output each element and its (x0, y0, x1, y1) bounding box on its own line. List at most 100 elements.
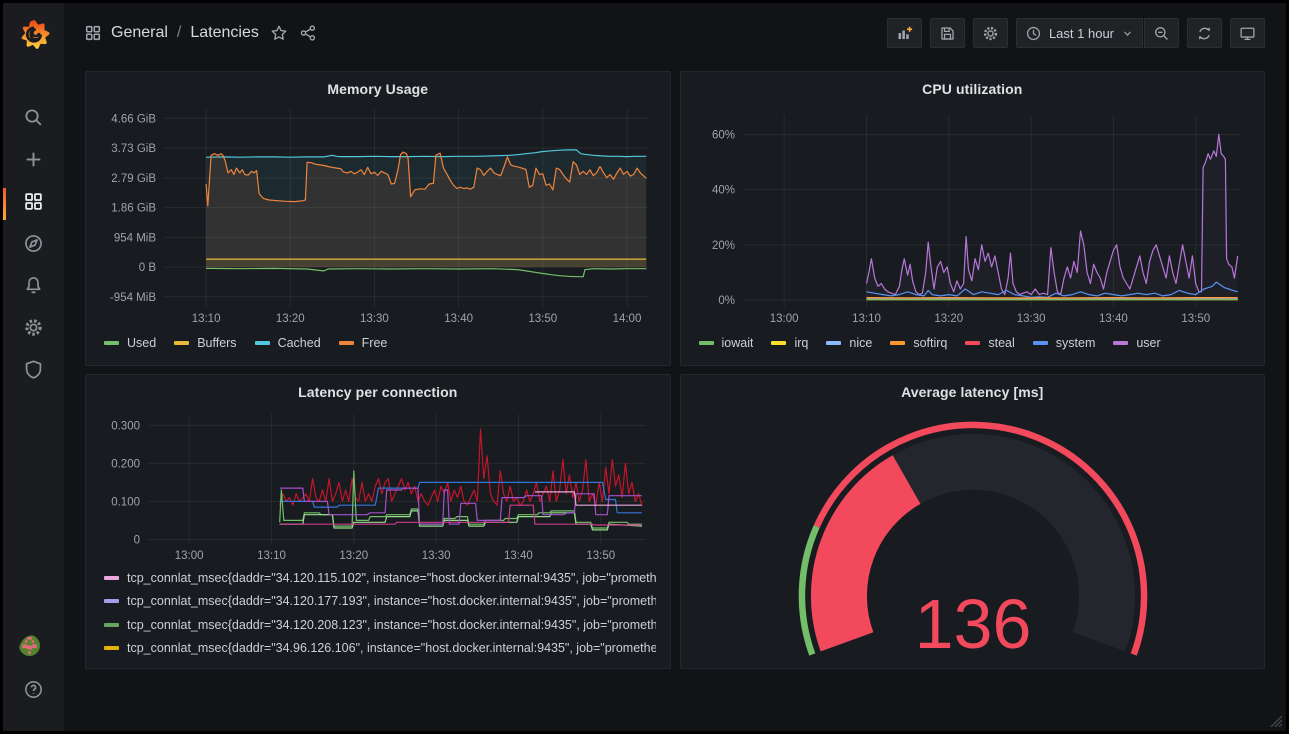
plot-svg: 13:0013:1013:2013:3013:4013:500%20%40%60… (695, 101, 1251, 329)
svg-text:13:10: 13:10 (257, 550, 286, 562)
legend-swatch (771, 341, 786, 345)
legend-item[interactable]: Buffers (174, 336, 236, 350)
sidebar-item-profile[interactable] (3, 629, 64, 671)
svg-text:20%: 20% (711, 240, 734, 252)
legend-item[interactable]: tcp_connlat_msec{daddr="34.96.126.106", … (104, 641, 656, 655)
dashboard-settings-button[interactable] (973, 18, 1008, 48)
svg-text:14:00: 14:00 (613, 313, 642, 325)
legend-item[interactable]: steal (965, 336, 1014, 350)
breadcrumb-folder[interactable]: General (111, 24, 168, 42)
legend-label: steal (988, 336, 1014, 350)
legend-item[interactable]: system (1033, 336, 1096, 350)
sidebar-item-search[interactable] (3, 99, 64, 141)
legend-label: tcp_connlat_msec{daddr="34.120.208.123",… (127, 618, 656, 632)
svg-text:0 B: 0 B (139, 262, 157, 274)
avatar (19, 635, 49, 665)
gauge-value: 136 (914, 585, 1031, 660)
apps-grid-icon (84, 24, 102, 42)
legend-label: user (1136, 336, 1160, 350)
legend-item[interactable]: Used (104, 336, 156, 350)
sidebar-item-explore[interactable] (3, 225, 64, 267)
kiosk-mode-button[interactable] (1230, 18, 1265, 48)
share-icon[interactable] (299, 24, 317, 42)
legend-item[interactable]: irq (771, 336, 808, 350)
svg-text:13:20: 13:20 (276, 313, 305, 325)
svg-text:13:30: 13:30 (360, 313, 389, 325)
legend-swatch (104, 576, 119, 580)
legend-item[interactable]: user (1113, 336, 1160, 350)
legend-swatch (104, 646, 119, 650)
svg-text:0%: 0% (718, 295, 735, 307)
bell-icon (23, 275, 44, 301)
svg-text:0.100: 0.100 (111, 496, 140, 508)
refresh-button[interactable] (1187, 18, 1222, 48)
legend-swatch (826, 341, 841, 345)
panel-cpu-utilization: CPU utilization 13:0013:1013:2013:3013:4… (680, 71, 1266, 366)
panel-title[interactable]: CPU utilization (695, 77, 1251, 101)
legend-item[interactable]: Free (339, 336, 388, 350)
legend-label: softirq (913, 336, 947, 350)
legend-item[interactable]: nice (826, 336, 872, 350)
apps-grid-icon (23, 191, 44, 217)
add-panel-button[interactable] (887, 18, 922, 48)
legend-item[interactable]: softirq (890, 336, 947, 350)
grafana-app: General / Latencies (0, 0, 1289, 734)
legend-item[interactable]: tcp_connlat_msec{daddr="34.120.115.102",… (104, 571, 656, 585)
legend-item[interactable]: tcp_connlat_msec{daddr="34.120.177.193",… (104, 594, 656, 608)
sidebar-item-server-admin[interactable] (3, 351, 64, 393)
sidebar-item-configuration[interactable] (3, 309, 64, 351)
legend-label: nice (849, 336, 872, 350)
save-dashboard-button[interactable] (930, 18, 965, 48)
panel-legend: tcp_connlat_msec{daddr="34.120.115.102",… (100, 566, 656, 660)
zoom-out-button[interactable] (1144, 18, 1179, 48)
gauge-svg: 136 (695, 404, 1251, 660)
sidebar-item-create[interactable] (3, 141, 64, 183)
clock-icon (1025, 25, 1042, 42)
breadcrumb-dashboard-title[interactable]: Latencies (190, 24, 259, 42)
legend-label: iowait (722, 336, 754, 350)
sidebar-item-alerting[interactable] (3, 267, 64, 309)
time-series-plot[interactable]: 13:10 13:20 13:30 13:40 13:50 14:00 -954 MiB 0 … (100, 101, 656, 329)
sidebar-item-help[interactable] (3, 671, 64, 713)
svg-text:13:30: 13:30 (1016, 313, 1045, 325)
main-area: General / Latencies (64, 3, 1286, 731)
legend-label: Used (127, 336, 156, 350)
legend-swatch (699, 341, 714, 345)
legend-swatch (339, 341, 354, 345)
svg-text:13:20: 13:20 (934, 313, 963, 325)
panel-title[interactable]: Latency per connection (100, 380, 656, 404)
shield-icon (23, 359, 44, 385)
svg-text:1.86 GiB: 1.86 GiB (111, 203, 156, 215)
svg-text:13:00: 13:00 (175, 550, 204, 562)
gauge-plot: 136 (695, 404, 1251, 660)
legend-item[interactable]: iowait (699, 336, 754, 350)
svg-text:-954 MiB: -954 MiB (110, 292, 156, 304)
sidebar-item-dashboards[interactable] (3, 183, 64, 225)
svg-text:13:40: 13:40 (504, 550, 533, 562)
legend-item[interactable]: tcp_connlat_msec{daddr="34.120.208.123",… (104, 618, 656, 632)
sidebar (3, 3, 64, 731)
svg-text:13:40: 13:40 (444, 313, 473, 325)
star-icon[interactable] (270, 24, 288, 42)
legend-swatch (965, 341, 980, 345)
svg-text:13:10: 13:10 (192, 313, 221, 325)
time-series-plot[interactable]: 13:0013:1013:2013:3013:4013:500%20%40%60… (695, 101, 1251, 329)
svg-text:13:50: 13:50 (528, 313, 557, 325)
plot-svg: 13:10 13:20 13:30 13:40 13:50 14:00 -954 MiB 0 … (100, 101, 656, 329)
resize-gripper-icon[interactable] (1268, 713, 1282, 727)
panel-legend: iowait irq nice softirq steal system user (695, 329, 1251, 357)
grafana-logo[interactable] (17, 17, 51, 51)
search-icon (23, 107, 44, 133)
legend-label: tcp_connlat_msec{daddr="34.120.115.102",… (127, 571, 656, 585)
question-circle-icon (23, 679, 44, 705)
toolbar: Last 1 hour (887, 18, 1265, 48)
time-series-plot[interactable]: 13:0013:1013:2013:3013:4013:5000.1000.20… (100, 404, 656, 566)
legend-label: tcp_connlat_msec{daddr="34.120.177.193",… (127, 594, 656, 608)
legend-label: tcp_connlat_msec{daddr="34.96.126.106", … (127, 641, 656, 655)
legend-item[interactable]: Cached (255, 336, 321, 350)
panel-title[interactable]: Memory Usage (100, 77, 656, 101)
dashboard-header: General / Latencies (64, 3, 1286, 63)
legend-swatch (1033, 341, 1048, 345)
time-range-picker[interactable]: Last 1 hour (1016, 18, 1143, 48)
panel-title[interactable]: Average latency [ms] (695, 380, 1251, 404)
